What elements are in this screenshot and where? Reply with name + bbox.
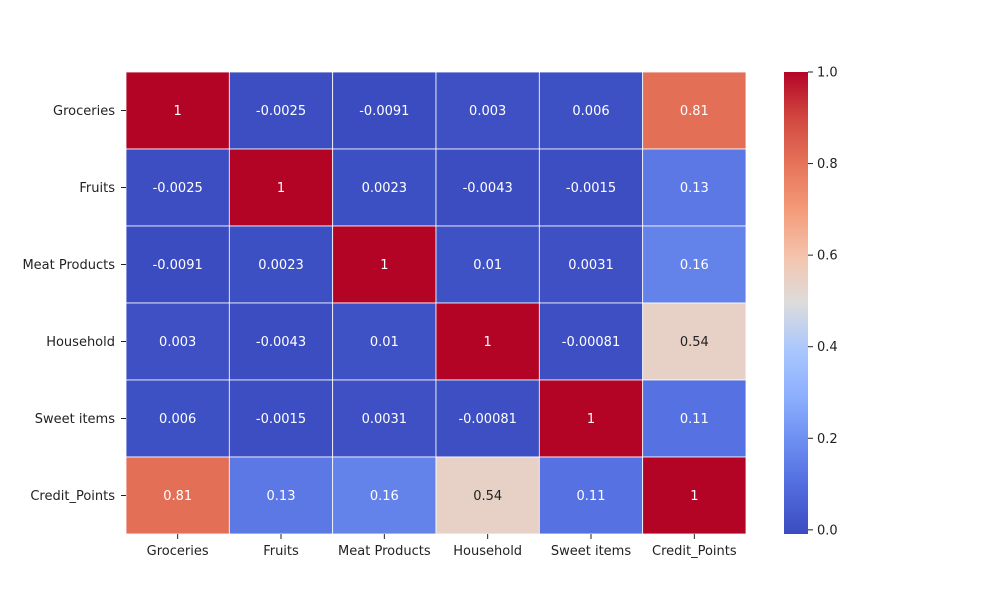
y-axis: Groceries Fruits Meat Products Household Swe… — [22, 104, 126, 504]
cell-value-label: -0.00081 — [562, 335, 620, 350]
heatmap-cell — [642, 379, 747, 458]
colorbar-tick-label: 0.8 — [817, 157, 838, 172]
cell-value-label: 0.13 — [680, 181, 709, 196]
x-tick-label: Credit_Points — [652, 544, 737, 559]
heatmap-cell — [642, 225, 747, 304]
y-tick-label: Fruits — [79, 181, 115, 196]
heatmap-cells — [125, 71, 747, 535]
heatmap-cell — [125, 71, 230, 150]
cell-value-label: -0.0025 — [256, 104, 306, 119]
cell-value-label: 0.01 — [473, 258, 502, 273]
x-tick-label: Sweet items — [551, 544, 631, 559]
cell-value-label: 0.16 — [680, 258, 709, 273]
heatmap-cell — [435, 379, 540, 458]
cell-value-label: 0.16 — [370, 489, 399, 504]
cell-value-label: -0.0025 — [153, 181, 203, 196]
heatmap-cell — [538, 71, 644, 150]
heatmap-cell — [642, 71, 747, 150]
heatmap-cell — [332, 379, 437, 458]
cell-value-label: 0.54 — [473, 489, 502, 504]
cell-value-label: -0.0015 — [566, 181, 616, 196]
heatmap-cell — [228, 71, 334, 150]
heatmap-cell — [228, 148, 334, 227]
heatmap-cell — [435, 148, 540, 227]
cell-value-label: 0.54 — [680, 335, 709, 350]
x-tick-label: Household — [453, 544, 522, 559]
heatmap-cell — [538, 379, 644, 458]
heatmap-cell — [435, 225, 540, 304]
cell-value-label: 0.003 — [159, 335, 196, 350]
colorbar-tick-label: 0.6 — [817, 249, 838, 264]
colorbar-tick-label: 0.0 — [817, 523, 838, 538]
cell-value-label: -0.00081 — [458, 412, 516, 427]
heatmap-cell — [435, 302, 540, 381]
heatmap-cell — [228, 302, 334, 381]
colorbar-tick-label: 0.4 — [817, 340, 838, 355]
heatmap-cell — [125, 379, 230, 458]
x-tick-label: Groceries — [147, 544, 209, 559]
cell-value-label: 1 — [587, 412, 595, 427]
y-tick-label: Household — [46, 335, 115, 350]
cell-value-label: 0.81 — [163, 489, 192, 504]
y-tick-label: Meat Products — [22, 258, 115, 273]
cell-value-label: 0.003 — [469, 104, 506, 119]
colorbar-tick-label: 1.0 — [817, 66, 838, 81]
y-tick-label: Sweet items — [35, 412, 115, 427]
x-axis: Groceries Fruits Meat Products Household Swe… — [147, 534, 737, 559]
x-tick-label: Meat Products — [338, 544, 431, 559]
cell-value-label: -0.0091 — [153, 258, 203, 273]
cell-value-label: 0.006 — [159, 412, 196, 427]
cell-value-label: 0.13 — [267, 489, 296, 504]
cell-value-label: 0.11 — [680, 412, 709, 427]
heatmap-cell — [332, 225, 437, 304]
cell-value-label: -0.0043 — [463, 181, 513, 196]
heatmap-cell — [332, 302, 437, 381]
cell-value-label: 0.11 — [577, 489, 606, 504]
heatmap-cell — [125, 225, 230, 304]
heatmap-cell — [642, 456, 747, 535]
heatmap-cell — [538, 456, 644, 535]
cell-value-label: -0.0015 — [256, 412, 306, 427]
cell-value-label: 0.0023 — [258, 258, 304, 273]
heatmap-cell — [435, 71, 540, 150]
x-tick-label: Fruits — [263, 544, 299, 559]
y-tick-label: Credit_Points — [30, 489, 115, 504]
cell-value-label: -0.0043 — [256, 335, 306, 350]
y-tick-label: Groceries — [53, 104, 115, 119]
colorbar: 0.0 0.2 0.4 0.6 0.8 1.0 — [784, 66, 838, 538]
heatmap-cell — [125, 302, 230, 381]
heatmap-cell — [642, 302, 747, 381]
cell-value-label: 0.0031 — [568, 258, 614, 273]
cell-value-label: 0.01 — [370, 335, 399, 350]
cell-value-label: 0.0031 — [362, 412, 408, 427]
heatmap-cell — [228, 225, 334, 304]
heatmap-cell — [538, 302, 644, 381]
heatmap-cell — [125, 456, 230, 535]
heatmap-cell — [332, 71, 437, 150]
heatmap-cell — [538, 225, 644, 304]
cell-value-label: 1 — [484, 335, 492, 350]
cell-value-label: -0.0091 — [359, 104, 409, 119]
heatmap-annotations: 1 -0.0025 -0.0091 0.003 0.006 0.81 -0.0025 1 0.0… — [153, 104, 709, 504]
cell-value-label: 0.0023 — [362, 181, 408, 196]
cell-value-label: 0.81 — [680, 104, 709, 119]
heatmap-cell — [642, 148, 747, 227]
colorbar-gradient — [784, 72, 808, 534]
cell-value-label: 1 — [380, 258, 388, 273]
cell-value-label: 0.006 — [572, 104, 609, 119]
colorbar-tick-label: 0.2 — [817, 432, 838, 447]
cell-value-label: 1 — [277, 181, 285, 196]
cell-value-label: 1 — [174, 104, 182, 119]
cell-value-label: 1 — [690, 489, 698, 504]
